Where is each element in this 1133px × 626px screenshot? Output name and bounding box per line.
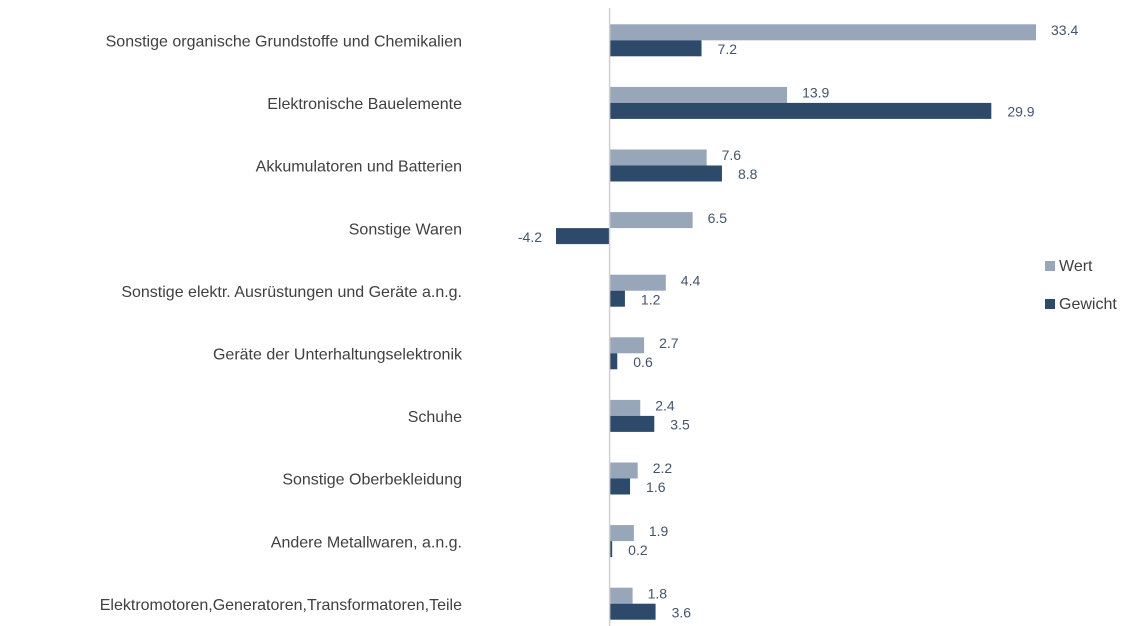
bar <box>609 478 631 495</box>
category-label: Andere Metallwaren, a.n.g. <box>271 534 462 551</box>
category-label: Schuhe <box>408 409 462 426</box>
category-label: Akkumulatoren und Batterien <box>256 159 462 176</box>
legend-label: Wert <box>1059 258 1093 275</box>
value-label: 4.4 <box>681 272 701 288</box>
legend-swatch <box>1045 299 1055 309</box>
category-label: Sonstige organische Grundstoffe und Chem… <box>106 34 462 51</box>
bar <box>609 525 634 542</box>
bar <box>609 102 992 119</box>
category-label: Elektromotoren,Generatoren,Transformator… <box>100 597 462 614</box>
bar <box>609 353 618 370</box>
value-label: 1.6 <box>646 479 666 495</box>
value-label: 29.9 <box>1007 104 1034 120</box>
value-label: 2.2 <box>653 460 673 476</box>
bar <box>609 149 707 166</box>
value-label: 1.9 <box>649 523 669 539</box>
value-label: 6.5 <box>708 210 728 226</box>
value-label: 33.4 <box>1051 22 1078 38</box>
bar <box>609 462 638 479</box>
value-label: 2.4 <box>655 398 675 414</box>
value-label: 1.8 <box>648 585 668 601</box>
value-label: 1.2 <box>641 291 661 307</box>
value-label: 13.9 <box>802 85 829 101</box>
category-label: Sonstige Oberbekleidung <box>282 472 462 489</box>
bar <box>609 290 625 307</box>
value-label: -4.2 <box>518 229 542 245</box>
bar <box>609 24 1036 41</box>
legend-label: Gewicht <box>1059 296 1117 313</box>
bar <box>609 40 702 57</box>
bar <box>609 274 666 291</box>
bar <box>556 228 610 245</box>
value-label: 3.6 <box>672 604 692 620</box>
bar <box>609 415 655 432</box>
bar <box>609 165 722 182</box>
bar <box>609 587 633 604</box>
category-label: Elektronische Bauelemente <box>267 96 462 113</box>
category-label: Geräte der Unterhaltungselektronik <box>213 347 463 364</box>
bar <box>609 212 693 229</box>
value-label: 3.5 <box>670 417 690 433</box>
bar <box>609 86 788 103</box>
legend-swatch <box>1045 261 1055 271</box>
value-label: 7.2 <box>718 41 738 57</box>
category-label: Sonstige Waren <box>349 221 462 238</box>
value-label: 0.6 <box>633 354 653 370</box>
value-label: 0.2 <box>628 542 648 558</box>
bar <box>609 603 656 620</box>
value-label: 2.7 <box>659 335 679 351</box>
value-label: 8.8 <box>738 166 758 182</box>
value-label: 7.6 <box>722 147 742 163</box>
bar <box>609 337 645 354</box>
category-label: Sonstige elektr. Ausrüstungen und Geräte… <box>121 284 462 301</box>
bar <box>609 399 641 416</box>
bar <box>609 541 613 558</box>
